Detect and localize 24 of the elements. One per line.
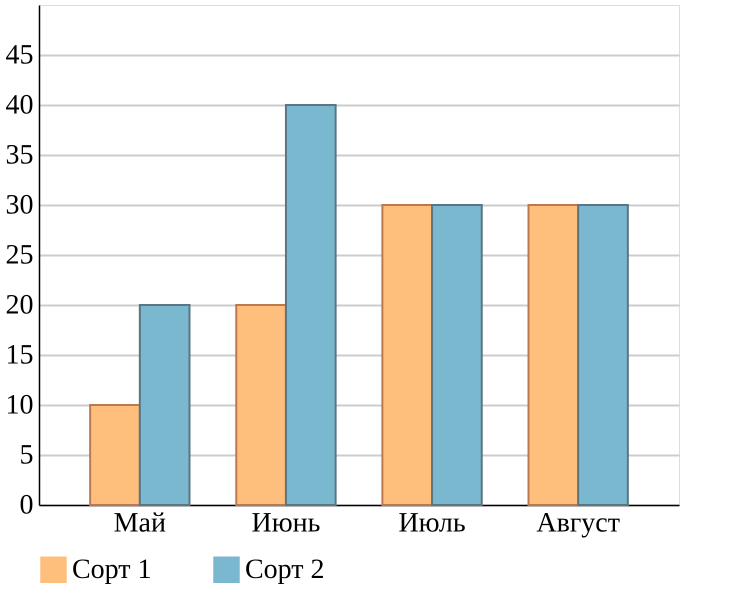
bar — [528, 204, 580, 506]
bar — [381, 204, 434, 506]
y-tick-label: 0 — [20, 490, 34, 520]
bar — [284, 104, 337, 506]
legend-label: Сорт 2 — [245, 554, 325, 585]
x-tick-label: Май — [114, 508, 166, 538]
y-tick-label: 40 — [6, 90, 34, 120]
y-tick-label: 10 — [6, 390, 34, 420]
y-tick-label: 35 — [6, 140, 34, 170]
bar — [577, 204, 629, 506]
bar — [431, 204, 483, 506]
bar — [235, 304, 287, 506]
x-tick-label: Август — [536, 508, 620, 538]
x-tick-label: Июнь — [251, 508, 320, 538]
y-tick-label: 25 — [6, 240, 34, 270]
legend-label: Сорт 1 — [72, 554, 152, 585]
bar — [138, 304, 190, 506]
y-tick-label: 5 — [20, 440, 34, 470]
x-tick-label: Июль — [398, 508, 466, 538]
bar — [89, 404, 141, 506]
y-tick-label: 15 — [6, 340, 34, 370]
y-tick-label: 45 — [6, 40, 34, 70]
y-tick-label: 20 — [6, 290, 34, 320]
y-tick-label: 30 — [6, 190, 34, 220]
